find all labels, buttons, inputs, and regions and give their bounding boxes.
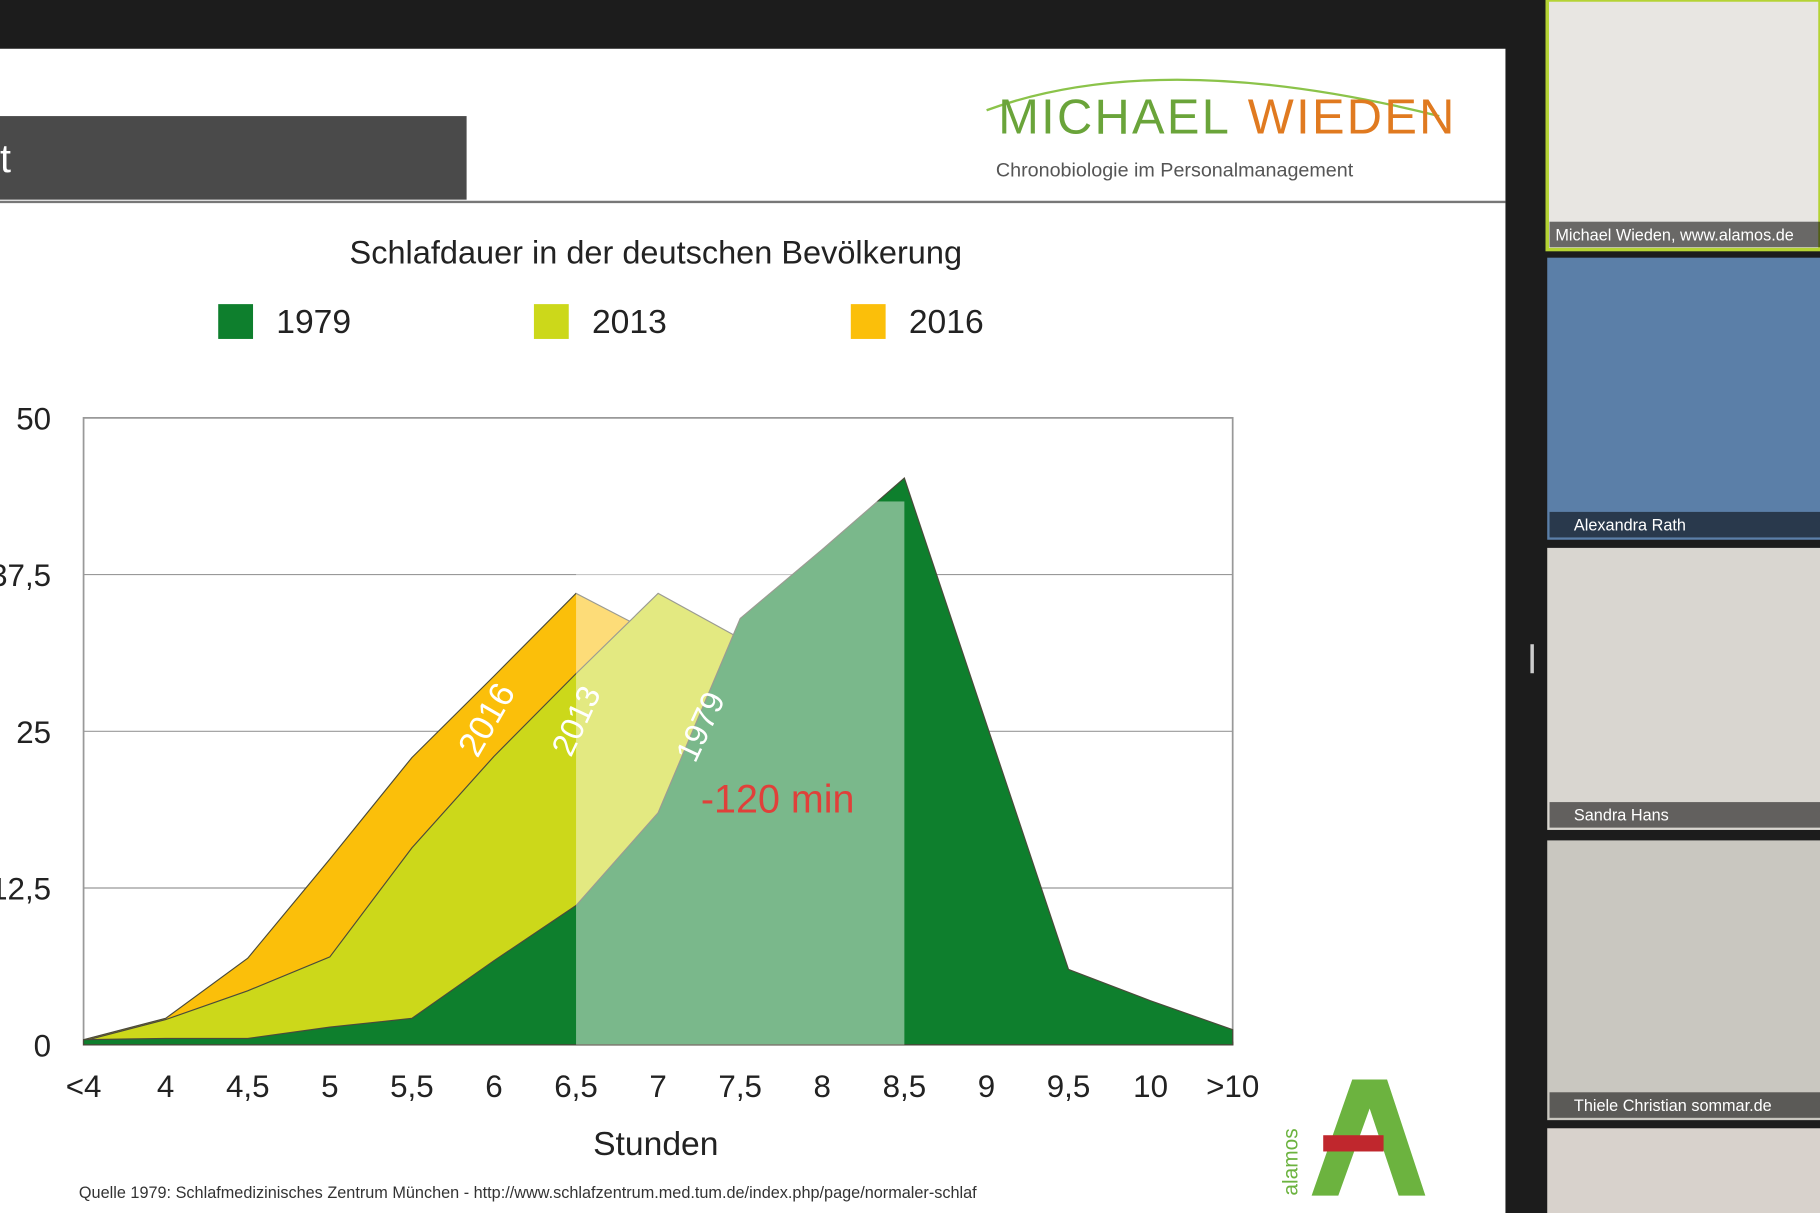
y-tick-label: 0 (34, 1028, 51, 1063)
x-axis-label: Stunden (593, 1126, 718, 1163)
x-tick-label: 9 (978, 1069, 995, 1104)
corner-logo-bar (1323, 1135, 1384, 1152)
area (82, 477, 1234, 1046)
x-tick-label: 6 (485, 1069, 502, 1104)
legend-label: 1979 (276, 304, 351, 341)
x-tick-label: 7,5 (718, 1069, 762, 1104)
x-tick-label: 9,5 (1047, 1069, 1091, 1104)
participant-video[interactable] (1547, 547, 1820, 830)
highlight-band (576, 501, 905, 1045)
participant-name: Sandra Hans (1574, 807, 1669, 825)
legend-swatch (850, 304, 886, 339)
annotation: -120 min (701, 778, 854, 822)
legend-swatch (533, 304, 569, 339)
participant-name: Michael Wieden, www.alamos.de (1555, 226, 1793, 244)
x-tick-label: 6,5 (554, 1069, 598, 1104)
participant-name: Thiele Christian sommar.de (1574, 1097, 1772, 1115)
participant-name-bg (1549, 511, 1820, 538)
x-tick-label: 8,5 (883, 1069, 927, 1104)
participant-video[interactable] (1545, 0, 1820, 252)
y-tick-label: 50 (16, 401, 51, 436)
logo-last: WIEDEN (1248, 90, 1457, 144)
participant-video[interactable] (1547, 840, 1820, 1121)
x-tick-label: <4 (66, 1069, 102, 1104)
participant-name: Alexandra Rath (1574, 516, 1686, 534)
participant-name-bg (1549, 1092, 1820, 1118)
participant-video[interactable] (1547, 257, 1820, 540)
logo-first: MICHAEL (998, 90, 1231, 144)
x-tick-label: 7 (649, 1069, 666, 1104)
y-tick-label: 12,5 (0, 872, 51, 907)
header-tab (0, 116, 467, 200)
logo-swoosh (986, 78, 1440, 118)
logo-tagline: Chronobiologie im Personalmanagement (996, 159, 1354, 181)
chart-title: Schlafdauer in der deutschen Bevölkerung (350, 234, 962, 270)
x-tick-label: 4,5 (226, 1069, 270, 1104)
participant-name-bg (1549, 802, 1820, 828)
y-tick-label: 37,5 (0, 558, 51, 593)
participant-video[interactable] (1547, 1128, 1820, 1213)
legend-label: 2016 (909, 304, 984, 341)
legend-label: 2013 (592, 304, 667, 341)
source: Quelle 1979: Schlafmedizinisches Zentrum… (79, 1184, 977, 1202)
header-tab-text: t (0, 137, 11, 181)
x-tick-label: 10 (1133, 1069, 1168, 1104)
legend-swatch (218, 304, 254, 339)
corner-logo-text: alamos (1280, 1128, 1303, 1195)
x-tick-label: 5,5 (390, 1069, 434, 1104)
x-tick-label: >10 (1206, 1069, 1259, 1104)
x-tick-label: 4 (157, 1069, 174, 1104)
corner-logo-mark (1311, 1079, 1426, 1196)
participant-name-bg (1549, 221, 1820, 248)
x-tick-label: 8 (814, 1069, 831, 1104)
y-tick-label: 25 (16, 715, 51, 750)
x-tick-label: 5 (321, 1069, 338, 1104)
